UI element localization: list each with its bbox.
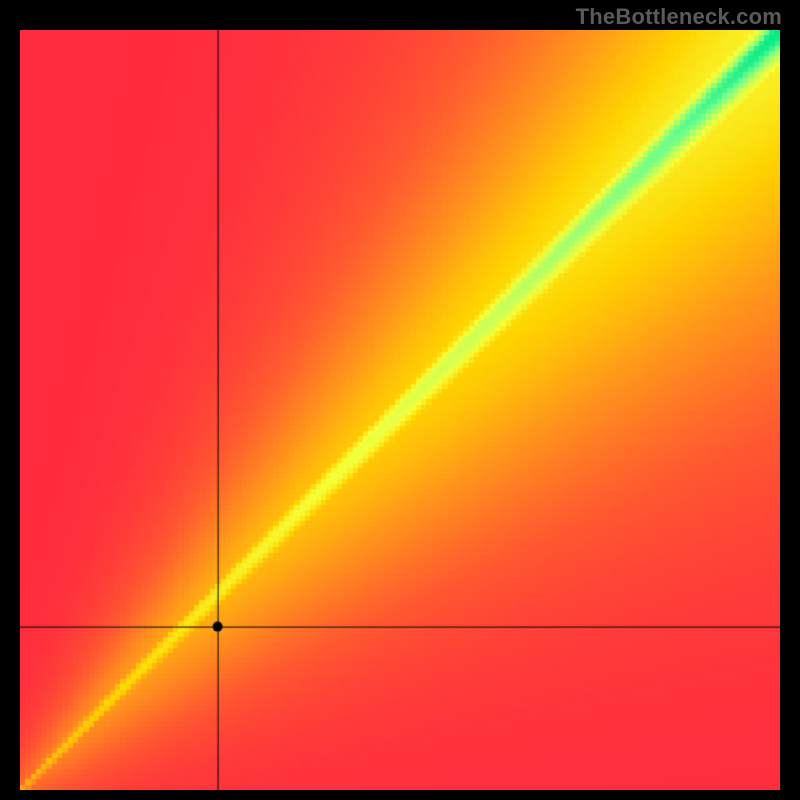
watermark-text: TheBottleneck.com — [576, 4, 782, 30]
chart-container: TheBottleneck.com — [0, 0, 800, 800]
heatmap-plot — [20, 30, 780, 790]
